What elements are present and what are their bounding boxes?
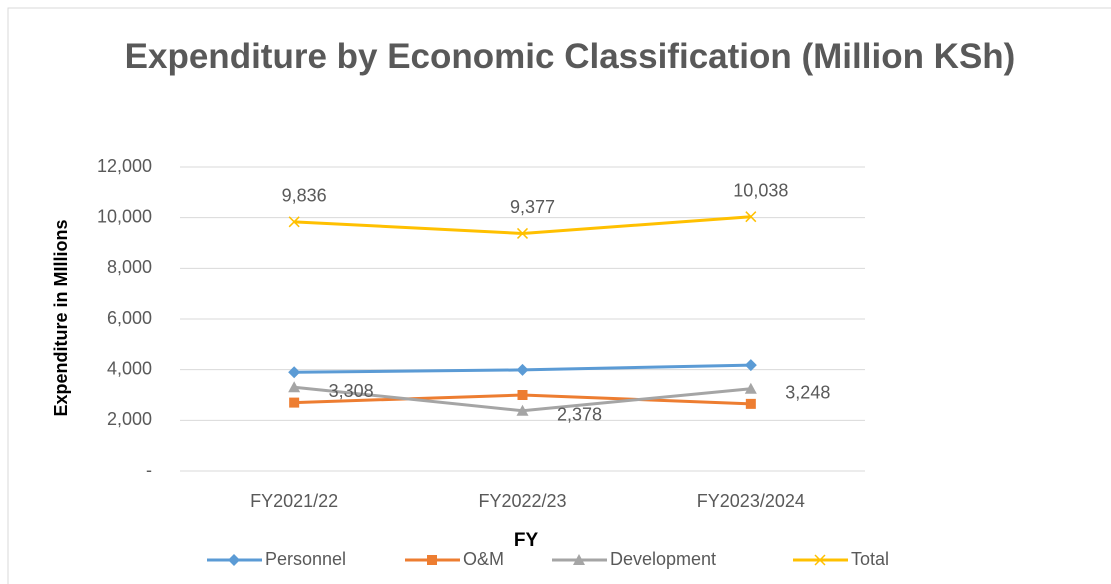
marker [744, 359, 757, 372]
data-label: 10,038 [733, 180, 788, 200]
marker [745, 211, 757, 223]
marker [573, 554, 585, 565]
marker [427, 555, 437, 565]
data-label: 9,836 [282, 186, 327, 206]
y-tick-label: 8,000 [107, 257, 152, 277]
y-axis-title: Expenditure in MIllions [51, 219, 71, 416]
x-tick-label: FY2023/2024 [697, 491, 805, 511]
y-tick-label: 10,000 [97, 206, 152, 226]
legend-label: Personnel [265, 549, 346, 569]
marker [744, 382, 757, 394]
marker [814, 554, 826, 566]
chart-border [7, 7, 1111, 584]
x-axis-title: FY [514, 530, 539, 551]
marker [288, 366, 301, 379]
chart-title: Expenditure by Economic Classification (… [124, 37, 1016, 76]
marker [228, 554, 240, 566]
legend-label: Total [851, 549, 889, 569]
marker [516, 363, 529, 376]
marker [517, 390, 528, 400]
legend-label: Development [610, 549, 716, 569]
marker [289, 397, 300, 408]
y-tick-label: 12,000 [97, 156, 152, 176]
y-tick-label: 4,000 [107, 358, 152, 378]
y-tick-label: 2,000 [107, 409, 152, 429]
data-label: 2,378 [557, 405, 602, 425]
marker [288, 216, 300, 228]
marker [516, 404, 529, 416]
marker [745, 398, 756, 409]
x-tick-label: FY2021/22 [250, 491, 338, 511]
x-tick-label: FY2022/23 [478, 491, 566, 511]
marker [288, 381, 301, 393]
legend-label: O&M [463, 549, 504, 569]
y-tick-label: 6,000 [107, 308, 152, 328]
data-label: 3,248 [785, 382, 830, 402]
data-label: 3,308 [329, 381, 374, 401]
y-tick-label: - [146, 460, 152, 480]
data-label: 9,377 [510, 197, 555, 217]
marker [516, 227, 529, 239]
series-line [294, 215, 751, 235]
